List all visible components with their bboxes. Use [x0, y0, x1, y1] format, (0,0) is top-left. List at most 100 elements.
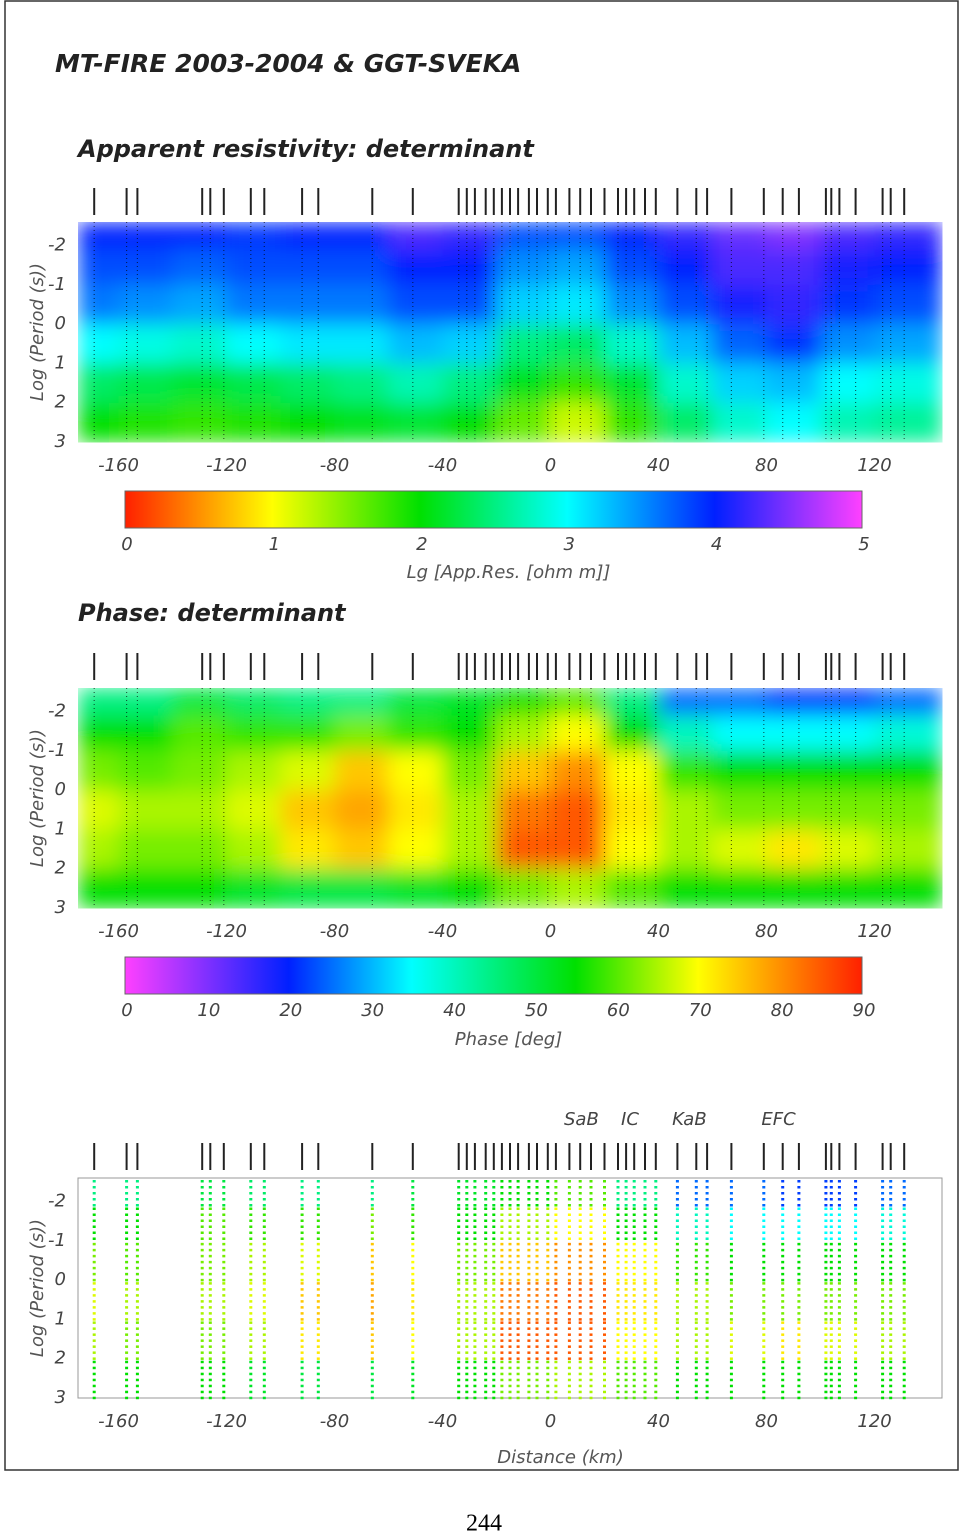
x-tick-label: 80 [755, 1411, 778, 1432]
phase-dot [797, 1225, 801, 1228]
phase-dot [616, 1204, 620, 1207]
phase-dot [762, 1327, 766, 1330]
phase-dot [465, 1357, 469, 1360]
phase-dot [546, 1300, 550, 1303]
heat-cell [874, 249, 943, 286]
heat-cell [496, 402, 551, 443]
phase-dot [473, 1384, 477, 1388]
phase-dot [370, 1225, 374, 1228]
phase-dot [411, 1198, 415, 1201]
phase-dot [508, 1372, 512, 1376]
phase-dot [705, 1254, 709, 1258]
phase-dot [370, 1294, 374, 1297]
phase-dot [694, 1288, 698, 1291]
panel-title: Phase: determinant [78, 599, 347, 627]
phase-dot [829, 1384, 833, 1388]
heat-cell [766, 829, 821, 870]
phase-dot [411, 1378, 415, 1382]
phase-dot [675, 1282, 679, 1285]
phase-dot [902, 1351, 906, 1354]
phase-dot [797, 1219, 801, 1222]
phase-dot [508, 1186, 512, 1189]
phase-dot [624, 1288, 628, 1291]
phase-dot [705, 1318, 709, 1321]
phase-dot [694, 1266, 698, 1270]
phase-dot [578, 1327, 582, 1330]
phase-dot [125, 1278, 129, 1282]
phase-dot [837, 1294, 841, 1297]
phase-dot [705, 1357, 709, 1360]
phase-dot [125, 1360, 129, 1364]
phase-dot [694, 1294, 698, 1297]
phase-dot [781, 1300, 785, 1303]
phase-dot [567, 1345, 571, 1348]
phase-dot [411, 1312, 415, 1315]
phase-dot [567, 1248, 571, 1252]
phase-dot [762, 1219, 766, 1222]
phase-dot [694, 1231, 698, 1234]
phase-dot [300, 1192, 304, 1195]
phase-dot [603, 1231, 606, 1234]
phase-dot [643, 1278, 647, 1282]
phase-dot [654, 1384, 658, 1388]
phase-dot [135, 1266, 139, 1270]
phase-dot [889, 1357, 893, 1360]
phase-dot [125, 1357, 129, 1360]
heat-cell [658, 829, 713, 870]
phase-dot [632, 1345, 636, 1348]
phase-dot [643, 1384, 647, 1388]
phase-dot [837, 1357, 841, 1360]
phase-dot [603, 1180, 606, 1183]
phase-dot [762, 1242, 766, 1246]
phase-dot [92, 1396, 96, 1400]
annotation: IC [621, 1109, 639, 1130]
phase-dot [781, 1345, 785, 1348]
phase-dot [535, 1219, 539, 1222]
phase-dot [125, 1237, 129, 1240]
phase-dot [125, 1225, 129, 1228]
phase-dot [632, 1372, 636, 1376]
phase-dot [249, 1288, 253, 1291]
phase-dot [797, 1378, 801, 1382]
phase-dot [675, 1300, 679, 1303]
phase-dot [473, 1294, 477, 1297]
phase-dot [632, 1351, 636, 1354]
phase-dot [516, 1198, 520, 1201]
phase-dot [729, 1219, 733, 1222]
phase-dot [535, 1204, 539, 1207]
phase-dot [200, 1254, 204, 1258]
x-tick-label: -120 [206, 1411, 247, 1432]
phase-dot [578, 1318, 582, 1321]
phase-dot [889, 1198, 893, 1201]
phase-dot [603, 1278, 606, 1282]
phase-dot [500, 1384, 504, 1388]
phase-dot [554, 1378, 558, 1382]
phase-dot [465, 1339, 469, 1342]
phase-dot [508, 1321, 512, 1324]
heat-cell [388, 790, 443, 830]
phase-dot [457, 1351, 461, 1354]
phase-dot [578, 1207, 582, 1210]
phase-dot [824, 1254, 828, 1258]
phase-dot [208, 1333, 212, 1336]
phase-dot [546, 1327, 550, 1330]
x-tick-label: -40 [428, 1411, 457, 1432]
phase-dot [200, 1306, 204, 1309]
phase-dot [762, 1204, 766, 1207]
heat-cell [118, 324, 173, 364]
phase-dot [889, 1378, 893, 1382]
phase-dot [854, 1327, 858, 1330]
phase-dot [208, 1237, 212, 1240]
phase-dot [508, 1339, 512, 1342]
heat-cell [172, 363, 227, 404]
phase-dot [492, 1180, 496, 1183]
heat-cell [604, 284, 659, 325]
phase-dot [222, 1288, 226, 1291]
phase-dot [125, 1207, 129, 1210]
phase-dot [554, 1333, 558, 1336]
phase-dot [854, 1300, 858, 1303]
phase-dot [729, 1231, 733, 1234]
phase-dot [370, 1360, 374, 1364]
phase-dot [654, 1327, 658, 1330]
phase-dot [632, 1254, 636, 1258]
